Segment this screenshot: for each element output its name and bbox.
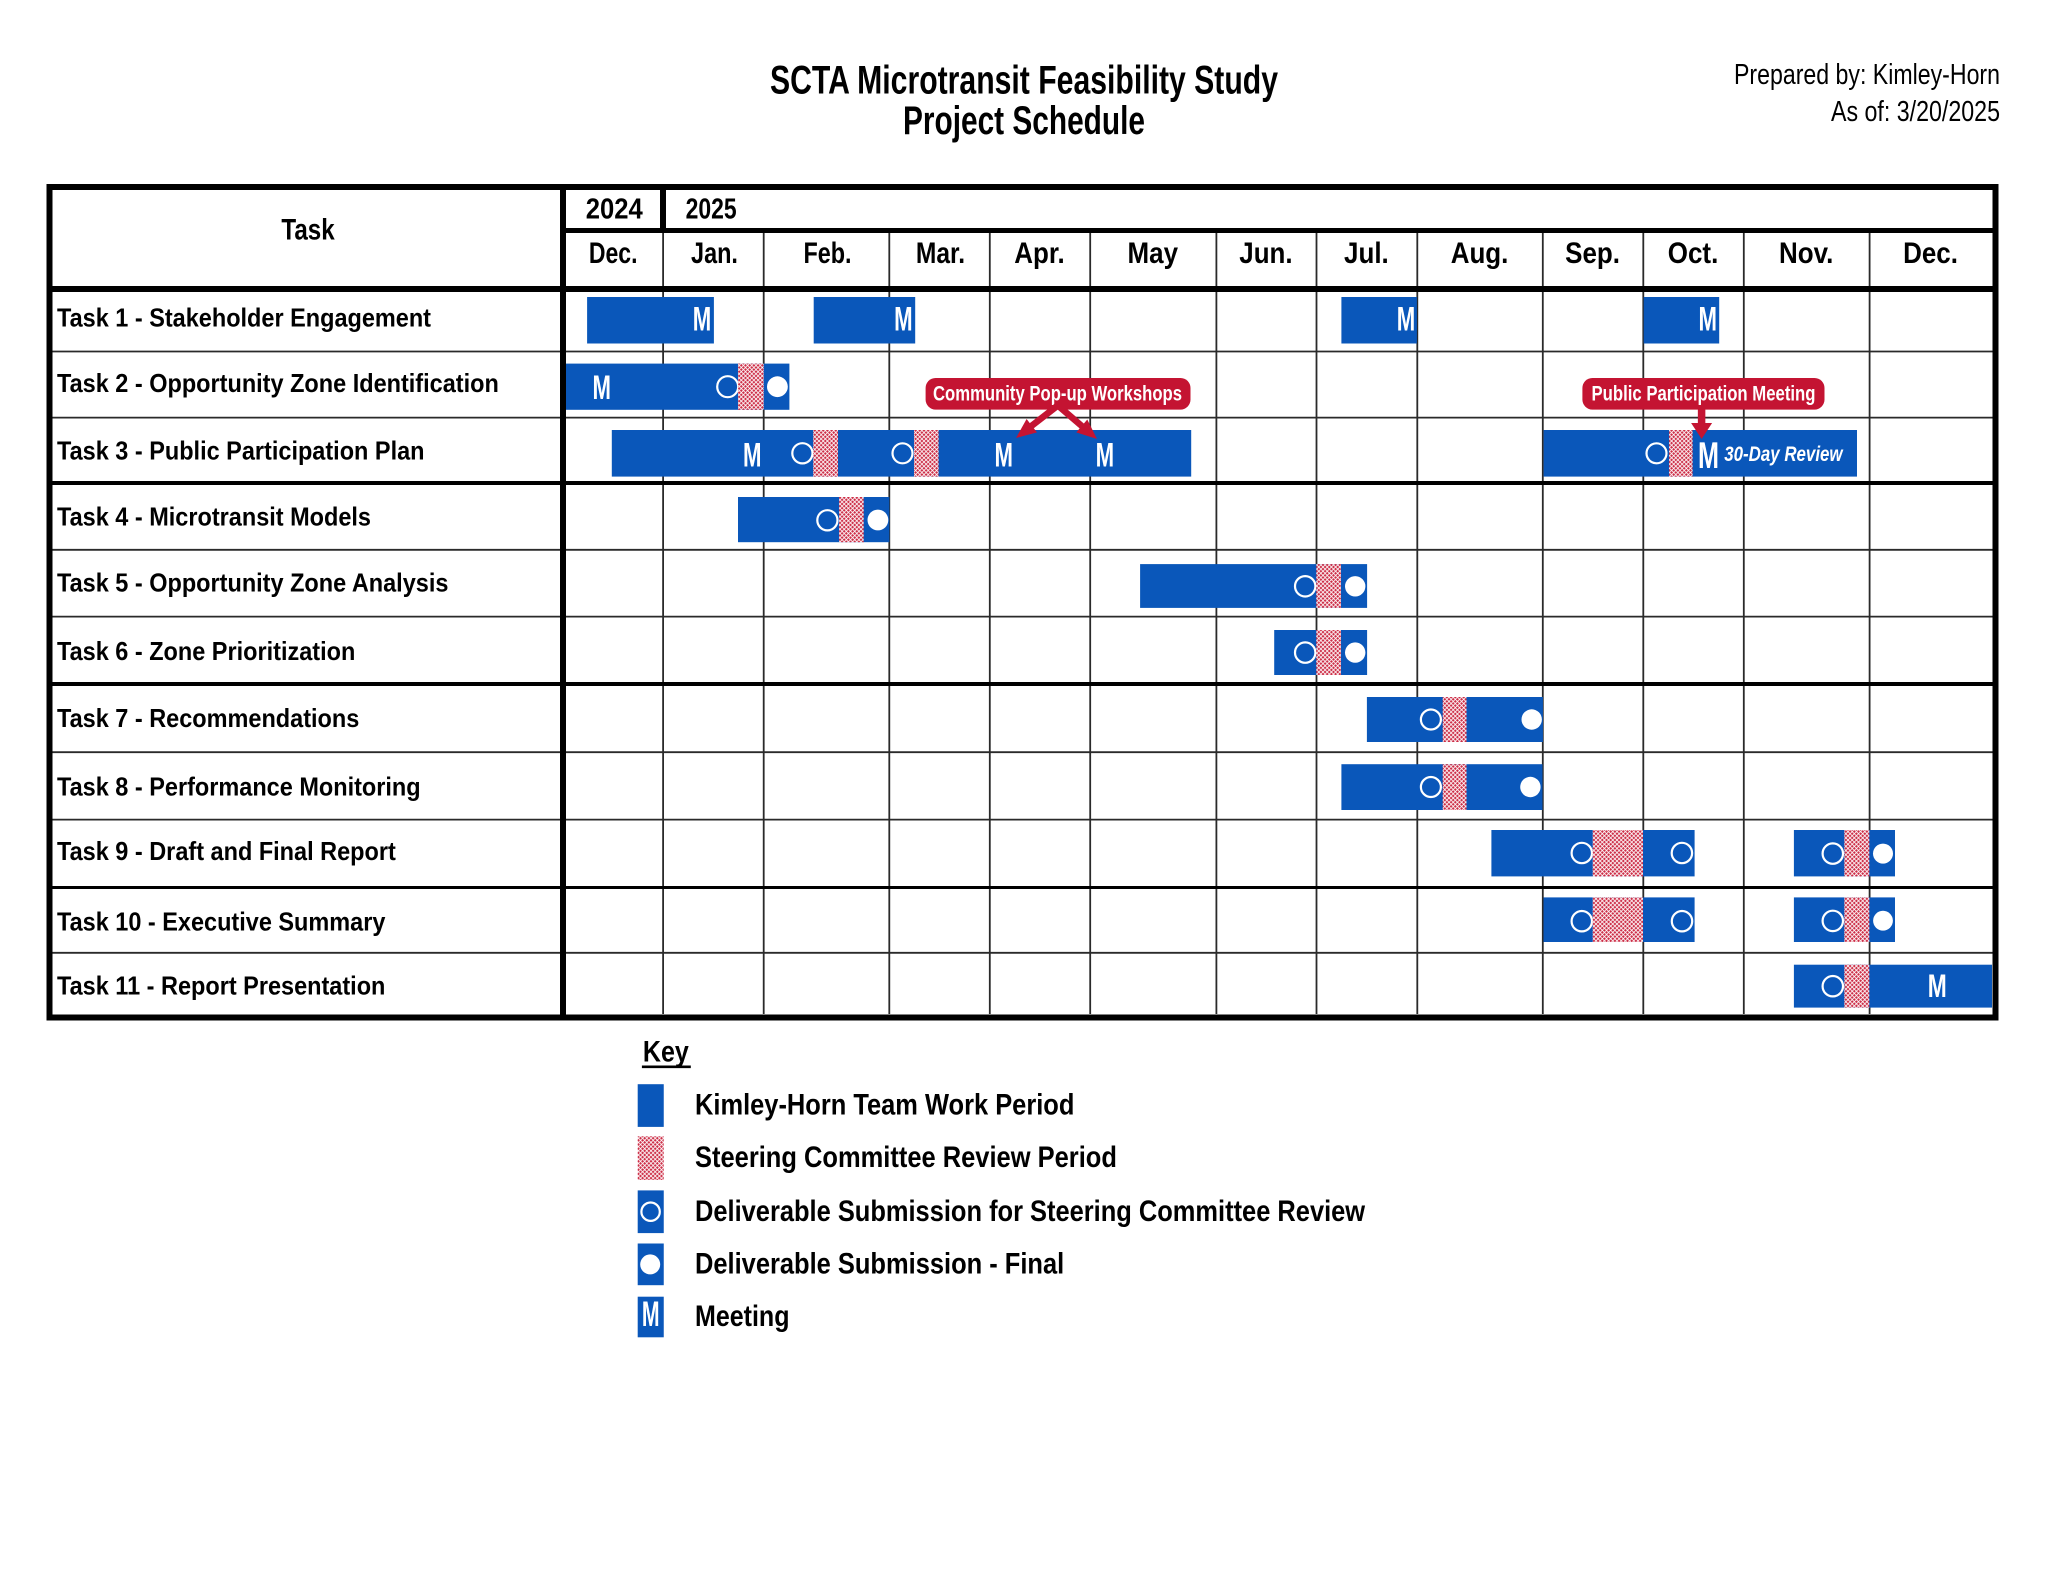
svg-text:M: M — [995, 436, 1014, 474]
svg-text:M: M — [1698, 301, 1717, 339]
svg-text:Task 5 - Opportunity Zone Anal: Task 5 - Opportunity Zone Analysis — [57, 568, 448, 598]
svg-text:Steering Committee Review Peri: Steering Committee Review Period — [695, 1141, 1117, 1174]
svg-text:Task 7 - Recommendations: Task 7 - Recommendations — [57, 703, 359, 733]
svg-text:Mar.: Mar. — [916, 237, 965, 270]
svg-text:Dec.: Dec. — [589, 237, 638, 270]
svg-text:Jun.: Jun. — [1239, 237, 1292, 270]
svg-text:Task 1 - Stakeholder Engagemen: Task 1 - Stakeholder Engagement — [57, 303, 431, 333]
svg-text:Nov.: Nov. — [1779, 237, 1833, 270]
svg-text:Kimley-Horn Team Work Period: Kimley-Horn Team Work Period — [695, 1089, 1074, 1122]
svg-text:Task 6 - Zone Prioritization: Task 6 - Zone Prioritization — [57, 636, 355, 666]
svg-text:Task 3 - Public Participation: Task 3 - Public Participation Plan — [57, 436, 425, 466]
svg-text:Task 11 - Report Presentation: Task 11 - Report Presentation — [57, 971, 385, 1001]
svg-text:Sep.: Sep. — [1565, 237, 1620, 270]
svg-text:SCTA Microtransit Feasibility: SCTA Microtransit Feasibility Study — [770, 59, 1279, 103]
svg-text:Project Schedule: Project Schedule — [903, 99, 1145, 143]
svg-text:May: May — [1128, 237, 1179, 270]
svg-text:M: M — [894, 301, 913, 339]
svg-text:Aug.: Aug. — [1451, 237, 1509, 270]
svg-text:M: M — [1928, 968, 1947, 1004]
svg-text:Prepared by: Kimley-Horn: Prepared by: Kimley-Horn — [1734, 59, 2000, 91]
svg-text:Task 2 - Opportunity Zone Iden: Task 2 - Opportunity Zone Identification — [57, 368, 499, 398]
svg-text:M: M — [693, 301, 712, 339]
svg-text:M: M — [642, 1295, 660, 1334]
svg-text:Dec.: Dec. — [1903, 237, 1958, 270]
svg-text:Feb.: Feb. — [803, 237, 851, 270]
svg-text:Jan.: Jan. — [691, 237, 738, 270]
svg-text:M: M — [1096, 436, 1115, 474]
svg-text:M: M — [743, 436, 762, 474]
svg-text:Apr.: Apr. — [1014, 237, 1065, 270]
svg-text:Meeting: Meeting — [695, 1300, 790, 1333]
svg-text:Task: Task — [281, 214, 335, 247]
svg-text:As of: 3/20/2025: As of: 3/20/2025 — [1831, 96, 2000, 128]
svg-text:Task 8 - Performance Monitorin: Task 8 - Performance Monitoring — [57, 772, 421, 802]
svg-text:M: M — [592, 369, 611, 407]
svg-text:30-Day Review: 30-Day Review — [1724, 443, 1844, 466]
svg-text:Jul.: Jul. — [1344, 237, 1389, 270]
svg-text:M: M — [1397, 301, 1416, 339]
svg-text:Public Participation Meeting: Public Participation Meeting — [1592, 382, 1816, 406]
svg-text:Task 10 - Executive Summary: Task 10 - Executive Summary — [57, 907, 386, 937]
svg-text:2024: 2024 — [586, 194, 643, 226]
svg-text:Task 4 - Microtransit Models: Task 4 - Microtransit Models — [57, 501, 371, 531]
svg-text:Deliverable Submission for Ste: Deliverable Submission for Steering Comm… — [695, 1195, 1366, 1228]
svg-text:Key: Key — [643, 1035, 689, 1068]
svg-text:Oct.: Oct. — [1668, 237, 1719, 270]
svg-text:M: M — [1698, 435, 1719, 476]
svg-text:Deliverable Submission - Final: Deliverable Submission - Final — [695, 1247, 1064, 1280]
svg-text:2025: 2025 — [686, 194, 737, 226]
svg-text:Task 9 - Draft and Final Repor: Task 9 - Draft and Final Report — [57, 836, 396, 866]
